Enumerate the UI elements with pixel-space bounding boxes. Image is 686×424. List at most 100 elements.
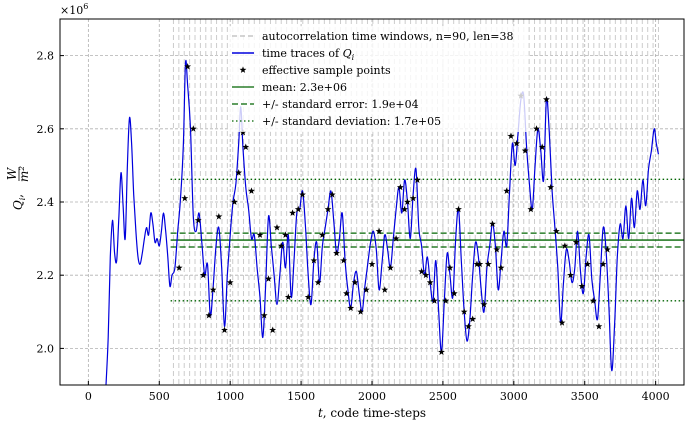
trace-layer: [105, 60, 660, 385]
legend-frame: [228, 26, 528, 132]
sample-point: [538, 143, 546, 151]
y-axis-label-main: Q: [11, 200, 25, 210]
sample-point: [527, 205, 535, 213]
sample-point: [235, 169, 243, 176]
sample-point: [381, 286, 389, 293]
sample-point: [455, 205, 462, 213]
sample-point: [503, 187, 511, 194]
ticks: 0 500 1000 1500 2000 2500 3000 3500 4000 2.0 2.2 2.…: [37, 50, 670, 403]
sample-point: [310, 256, 318, 264]
sample-point: [340, 256, 348, 264]
sample-point: [438, 348, 445, 355]
sample-point: [209, 286, 217, 293]
trace-line: [105, 60, 660, 385]
y-tick-label: 2.0: [37, 342, 55, 355]
y-axis-unit-den: m²: [17, 166, 31, 182]
sample-point: [324, 205, 332, 213]
sample-point: [318, 231, 326, 238]
sample-point: [450, 289, 458, 297]
sample-point: [362, 286, 370, 293]
y-axis-label: Qi, W m²: [5, 166, 31, 210]
sample-point: [284, 293, 292, 301]
sample-point: [333, 249, 340, 257]
sample-point: [599, 260, 607, 268]
legend-label-windows: autocorrelation time windows, n=90, len=…: [262, 30, 513, 43]
sample-point: [299, 191, 306, 198]
sample-point: [460, 308, 468, 315]
sample-point: [413, 176, 421, 183]
legend-label-samples: effective sample points: [262, 64, 391, 77]
sample-point: [547, 183, 555, 191]
sample-point: [226, 278, 234, 286]
y-offset-exp: 6: [83, 2, 88, 11]
legend-label-stddev: +/- standard deviation: 1.7e+05: [262, 115, 441, 128]
legend-label-trace-prefix: time traces of: [262, 47, 343, 60]
sample-point: [543, 95, 550, 103]
svg-text:Qi,: Qi,: [11, 194, 27, 210]
sample-point: [493, 245, 501, 253]
sample-point: [199, 271, 207, 279]
sample-point: [294, 205, 302, 213]
sample-point: [194, 216, 202, 224]
legend-label-trace-sub: i: [352, 53, 355, 62]
sample-point: [387, 264, 394, 271]
sample-point: [513, 139, 521, 147]
sample-point: [418, 267, 426, 275]
legend-entry-stderr: +/- standard error: 1.9e+04: [232, 98, 419, 111]
sample-point: [469, 315, 477, 323]
legend: autocorrelation time windows, n=90, len=…: [228, 26, 528, 132]
sample-point: [404, 198, 411, 205]
sample-point: [578, 282, 586, 290]
sample-point: [392, 235, 400, 242]
y-axis-label-sub: i: [18, 197, 27, 200]
sample-point: [215, 213, 223, 220]
sample-point: [584, 260, 591, 268]
sample-point: [205, 311, 213, 319]
x-tick-label: 3500: [571, 390, 599, 403]
sample-point: [343, 289, 350, 297]
sample-point: [184, 62, 192, 70]
sample-point: [422, 271, 430, 279]
x-tick-label: 3000: [500, 390, 528, 403]
x-tick-label: 2000: [358, 390, 386, 403]
sample-point: [558, 319, 566, 326]
sample-point: [273, 224, 281, 231]
sample-point: [221, 326, 228, 334]
y-tick-label: 2.4: [37, 196, 55, 209]
sample-point: [347, 304, 355, 312]
sample-point: [473, 260, 481, 268]
sample-point: [260, 311, 268, 319]
legend-entry-stddev: +/- standard deviation: 1.7e+05: [232, 115, 441, 128]
sample-point: [189, 125, 197, 132]
sample-points: [175, 62, 611, 355]
y-axis-unit-num: W: [5, 166, 19, 180]
x-tick-label: 1000: [216, 390, 244, 403]
x-tick-label: 0: [85, 390, 92, 403]
legend-label-stderr: +/- standard error: 1.9e+04: [262, 98, 419, 111]
sample-point: [289, 209, 297, 216]
sample-point: [231, 198, 238, 205]
sample-point: [256, 231, 264, 238]
x-axis-label-rest: , code time-steps: [323, 406, 426, 420]
x-tick-label: 2500: [429, 390, 457, 403]
x-axis-label: t, code time-steps: [318, 406, 426, 420]
sample-point: [521, 147, 529, 154]
sample-point: [401, 205, 409, 213]
sample-point: [357, 308, 365, 315]
sample-point: [304, 293, 312, 301]
sample-point: [248, 187, 255, 194]
sample-point: [489, 220, 496, 227]
sample-point: [175, 264, 183, 271]
y-tick-label: 2.6: [37, 123, 55, 136]
x-tick-label: 500: [149, 390, 170, 403]
legend-swatch-samples: [239, 66, 247, 73]
x-tick-label: 4000: [642, 390, 670, 403]
sample-point: [328, 191, 336, 198]
sample-point: [351, 278, 359, 286]
sample-point: [465, 322, 472, 330]
y-tick-label: 2.8: [37, 50, 55, 63]
y-offset-label: ×106: [60, 2, 88, 17]
sample-point: [561, 242, 569, 249]
legend-label-trace-var: Q: [343, 47, 352, 60]
sample-point: [507, 132, 515, 140]
